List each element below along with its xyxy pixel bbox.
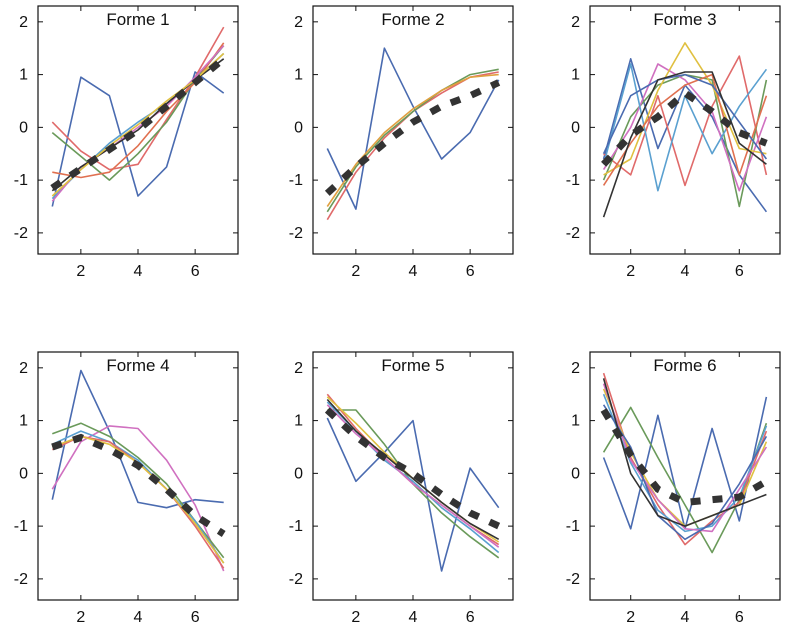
plot-area [313,6,513,254]
panel-4: 2 4 6 2 1 0 -1 -2 Forme 4 [14,351,239,626]
series-line-7 [326,398,500,541]
series-line-7 [602,404,768,541]
x-tick-label: 6 [191,263,200,280]
y-tick-label: 1 [294,67,303,84]
x-tick-label: 2 [351,263,360,280]
y-tick-label: 1 [571,67,580,84]
y-tick-label: 0 [19,119,28,136]
series-line-2 [51,425,225,572]
x-tick-label: 6 [735,609,744,626]
series-line-1 [326,47,500,210]
mean-line [324,407,501,530]
y-tick-label: -1 [289,172,303,189]
y-tick-label: -1 [289,518,303,535]
series-line-4 [51,430,225,564]
y-tick-label: -1 [14,518,28,535]
y-tick-label: 1 [294,413,303,430]
y-tick-label: 2 [571,14,580,31]
series-group [600,372,769,554]
panel-1: 2 4 6 2 1 0 -1 -2 Forme 1 [14,5,239,280]
panel-3: 2 4 6 2 1 0 -1 -2 Forme 3 [566,5,781,280]
series-line-6 [603,42,767,176]
y-tick-label: -1 [14,172,28,189]
mean-line [600,408,769,506]
series-line-4 [326,73,499,207]
y-tick-label: 0 [571,119,580,136]
series-line-6 [326,404,500,548]
x-tick-label: 4 [681,263,690,280]
y-tick-label: -2 [14,225,28,242]
panel-5: 2 4 6 2 1 0 -1 -2 Forme 5 [289,351,514,626]
x-tick-label: 6 [735,263,744,280]
panel-title: Forme 3 [653,10,716,29]
series-line-8 [602,378,767,527]
x-tick-label: 2 [626,609,635,626]
series-group [50,26,226,207]
y-tick-label: 0 [294,465,303,482]
series-line-6 [602,383,768,533]
x-tick-label: 2 [626,263,635,280]
mean-line [324,79,501,196]
plot-area [38,352,238,600]
y-tick-label: 2 [19,360,28,377]
series-line-1 [51,369,224,509]
series-line-7 [602,73,768,186]
series-line-8 [602,73,768,160]
y-tick-label: 1 [19,413,28,430]
y-tick-label: 2 [294,14,303,31]
series-group [51,369,226,572]
series-line-3 [602,372,768,546]
x-tick-label: 4 [409,263,418,280]
x-tick-label: 2 [76,263,85,280]
y-tick-label: 0 [571,465,580,482]
y-tick-label: -2 [566,225,580,242]
x-tick-label: 2 [76,609,85,626]
y-tick-label: -2 [289,571,303,588]
y-tick-label: 1 [571,413,580,430]
x-tick-label: 6 [466,609,475,626]
x-tick-label: 6 [191,609,200,626]
mean-line [50,56,226,191]
series-line-4 [602,63,768,192]
panel-title: Forme 6 [653,356,716,375]
series-line-2 [603,55,768,187]
plot-area [590,6,780,254]
y-tick-label: -1 [566,518,580,535]
series-group [324,393,501,572]
y-tick-label: -2 [289,225,303,242]
y-tick-label: -2 [14,571,28,588]
x-tick-label: 4 [134,263,143,280]
x-tick-label: 4 [409,609,418,626]
y-tick-label: -1 [566,172,580,189]
plot-area [313,352,513,600]
series-group [324,47,501,221]
panel-2: 2 4 6 2 1 0 -1 -2 Forme 2 [289,5,514,280]
x-tick-label: 2 [351,609,360,626]
series-line-1 [51,71,225,207]
y-tick-label: 0 [294,119,303,136]
panel-title: Forme 5 [381,356,444,375]
panel-title: Forme 2 [381,10,444,29]
y-tick-label: 2 [294,360,303,377]
x-tick-label: 4 [681,609,690,626]
series-group [601,42,768,218]
series-line-1 [326,417,500,572]
panel-title: Forme 1 [106,10,169,29]
y-tick-label: 0 [19,465,28,482]
y-tick-label: -2 [566,571,580,588]
y-tick-label: 2 [571,360,580,377]
series-line-9 [602,71,767,218]
mean-line [51,433,226,537]
x-tick-label: 6 [466,263,475,280]
y-tick-label: 2 [19,14,28,31]
series-line-3 [326,68,499,213]
y-tick-label: 1 [19,67,28,84]
x-tick-label: 4 [134,609,143,626]
panel-title: Forme 4 [106,356,169,375]
panel-6: 2 4 6 2 1 0 -1 -2 Forme 6 [566,351,781,626]
